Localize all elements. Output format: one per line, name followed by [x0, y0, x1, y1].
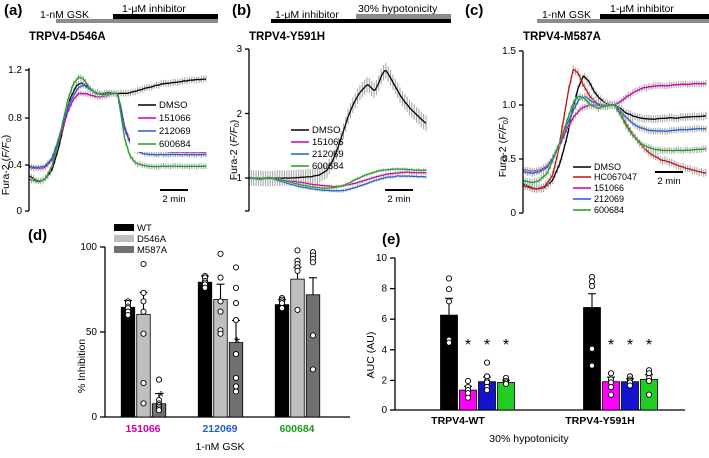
svg-text:212069: 212069	[159, 126, 191, 137]
svg-text:*: *	[234, 335, 240, 352]
svg-text:8: 8	[381, 284, 387, 295]
svg-text:1-μM inhibitor: 1-μM inhibitor	[610, 3, 674, 15]
svg-text:212069: 212069	[594, 194, 624, 204]
svg-text:Fura-2(F/F0): Fura-2(F/F0)	[497, 117, 510, 178]
svg-text:1.2: 1.2	[8, 65, 22, 76]
svg-text:*: *	[627, 337, 633, 354]
svg-text:600684: 600684	[279, 423, 314, 435]
svg-text:600684: 600684	[594, 205, 624, 215]
svg-text:*: *	[484, 337, 490, 354]
svg-text:*: *	[503, 337, 509, 354]
svg-text:D546A: D546A	[137, 234, 167, 245]
svg-text:151066: 151066	[159, 113, 191, 124]
svg-text:10: 10	[376, 253, 388, 264]
svg-text:50: 50	[86, 327, 98, 338]
svg-text:1-nM GSK: 1-nM GSK	[542, 9, 591, 21]
svg-text:DMSO: DMSO	[159, 100, 188, 111]
svg-text:M587A: M587A	[137, 245, 168, 256]
svg-text:100: 100	[80, 242, 97, 253]
svg-text:*: *	[646, 337, 652, 354]
svg-text:0: 0	[510, 208, 516, 219]
svg-text:151066: 151066	[125, 423, 160, 435]
svg-text:2 min: 2 min	[387, 194, 410, 205]
svg-text:1-μM inhibitor: 1-μM inhibitor	[122, 3, 186, 15]
svg-text:0: 0	[16, 206, 22, 217]
svg-text:600684: 600684	[159, 139, 191, 150]
svg-text:TRPV4-WT: TRPV4-WT	[431, 415, 485, 427]
svg-text:0: 0	[381, 405, 387, 416]
svg-text:AUC (AU): AUC (AU)	[365, 332, 377, 379]
svg-text:1-nM GSK: 1-nM GSK	[195, 441, 244, 453]
svg-text:2: 2	[381, 375, 387, 386]
svg-text:0: 0	[91, 412, 97, 423]
svg-text:30% hypotonicity: 30% hypotonicity	[358, 3, 438, 15]
svg-text:TRPV4-Y591H: TRPV4-Y591H	[565, 415, 634, 427]
svg-text:2 min: 2 min	[657, 176, 680, 187]
svg-text:212069: 212069	[312, 149, 344, 160]
svg-text:600684: 600684	[312, 161, 344, 172]
svg-text:6: 6	[381, 314, 387, 325]
svg-text:TRPV4-D546A: TRPV4-D546A	[29, 31, 106, 43]
svg-text:151066: 151066	[594, 183, 624, 193]
svg-text:151066: 151066	[312, 137, 344, 148]
svg-text:*: *	[608, 337, 614, 354]
svg-text:1-nM GSK: 1-nM GSK	[40, 9, 89, 21]
svg-text:Fura-2(F/F0): Fura-2(F/F0)	[0, 135, 13, 196]
svg-text:TRPV4-M587A: TRPV4-M587A	[523, 31, 601, 43]
svg-text:0.8: 0.8	[8, 113, 22, 124]
svg-text:1-μM inhibitor: 1-μM inhibitor	[275, 9, 339, 21]
svg-text:2: 2	[236, 109, 242, 120]
svg-text:212069: 212069	[202, 423, 237, 435]
svg-text:DMSO: DMSO	[312, 125, 341, 136]
svg-text:HC067047: HC067047	[594, 172, 637, 182]
svg-text:1.5: 1.5	[502, 46, 516, 57]
svg-text:TRPV4-Y591H: TRPV4-Y591H	[249, 31, 325, 43]
svg-text:2 min: 2 min	[162, 194, 185, 205]
svg-text:(d): (d)	[28, 227, 47, 244]
svg-text:3: 3	[236, 44, 242, 55]
svg-text:Fura-2(F/F0): Fura-2(F/F0)	[230, 120, 241, 181]
svg-text:30% hypotonicity: 30% hypotonicity	[489, 433, 569, 445]
svg-text:% Inhibition: % Inhibition	[76, 339, 88, 393]
svg-text:*: *	[158, 389, 164, 406]
svg-text:(e): (e)	[382, 231, 400, 248]
svg-text:WT: WT	[137, 223, 152, 234]
svg-text:DMSO: DMSO	[594, 162, 621, 172]
svg-text:1.0: 1.0	[502, 100, 516, 111]
svg-text:4: 4	[381, 345, 387, 356]
svg-text:*: *	[465, 337, 471, 354]
